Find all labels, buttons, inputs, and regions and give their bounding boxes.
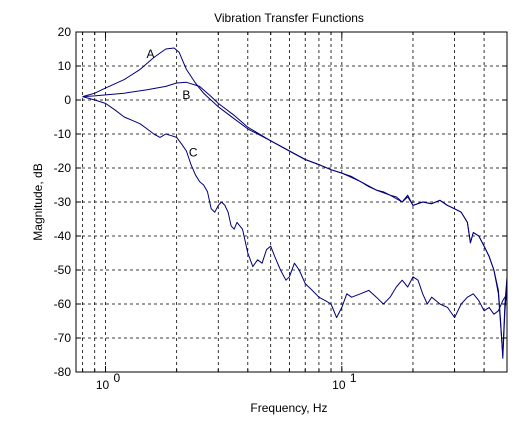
x-tick-label-exponent: 0 xyxy=(114,371,121,385)
y-tick-label: -50 xyxy=(54,263,72,277)
y-tick-label: -40 xyxy=(54,229,72,243)
y-tick-label: -80 xyxy=(54,365,72,379)
grid xyxy=(76,32,507,372)
x-tick-label: 10 xyxy=(96,378,110,392)
series-layer: A B C xyxy=(82,47,508,359)
y-axis-label: Magnitude, dB xyxy=(31,163,45,240)
y-tick-label: 0 xyxy=(64,93,71,107)
y-tick-label: -60 xyxy=(54,297,72,311)
series-label-a: A xyxy=(146,47,154,61)
series-line-b xyxy=(82,81,508,356)
y-tick-label: -30 xyxy=(54,195,72,209)
x-axis-label: Frequency, Hz xyxy=(250,401,327,415)
y-tick-label: -70 xyxy=(54,331,72,345)
chart-title: Vibration Transfer Functions xyxy=(214,11,364,25)
y-tick-label: 20 xyxy=(58,25,72,39)
y-tick-label: -10 xyxy=(54,127,72,141)
series-line-c xyxy=(82,96,508,319)
x-tick-label: 10 xyxy=(332,378,346,392)
ticks: 20 10 0 -10 -20 -30 -40 -50 -60 -70 -80 10 0 10 1 xyxy=(54,25,507,392)
series-label-b: B xyxy=(182,88,190,102)
y-tick-label: -20 xyxy=(54,161,72,175)
x-tick-label-exponent: 1 xyxy=(350,371,357,385)
y-tick-label: 10 xyxy=(58,59,72,73)
series-label-c: C xyxy=(189,146,198,160)
